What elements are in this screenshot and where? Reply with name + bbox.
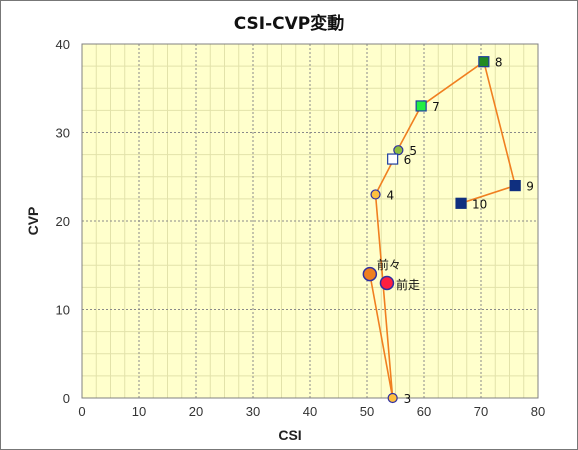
plot-border (81, 43, 539, 399)
data-point-3 (387, 392, 398, 404)
x-tick-label: 80 (531, 404, 545, 419)
point-label-6: 6 (404, 153, 412, 167)
point-label-4: 4 (387, 188, 395, 202)
data-point-前走 (379, 275, 395, 291)
x-tick-label: 60 (417, 404, 431, 419)
data-point-10 (455, 197, 467, 209)
data-point-9 (509, 180, 521, 192)
x-tick-label: 40 (303, 404, 317, 419)
point-label-前走: 前走 (396, 277, 420, 292)
chart-title: CSI-CVP変動 (233, 14, 345, 34)
y-tick-label: 10 (56, 303, 70, 318)
point-label-8: 8 (495, 56, 503, 70)
data-point-8 (478, 56, 490, 68)
point-label-10: 10 (472, 197, 487, 211)
y-tick-label: 20 (56, 214, 70, 229)
point-label-前々: 前々 (377, 257, 401, 272)
data-point-7 (415, 100, 427, 112)
data-point-4 (370, 189, 381, 200)
x-tick-label: 30 (246, 404, 260, 419)
point-label-7: 7 (432, 100, 440, 114)
data-point-前々 (362, 266, 378, 282)
x-tick-label: 20 (189, 404, 203, 419)
data-point-5 (393, 145, 404, 156)
x-tick-label: 70 (474, 404, 488, 419)
data-point-6 (387, 153, 399, 165)
point-label-5: 5 (409, 144, 417, 158)
x-tick-label: 0 (78, 404, 85, 419)
x-tick-label: 50 (360, 404, 374, 419)
y-tick-label: 30 (56, 126, 70, 141)
y-tick-label: 40 (56, 37, 70, 52)
point-label-9: 9 (526, 180, 534, 194)
y-tick-label: 0 (63, 391, 70, 406)
x-tick-label: 10 (132, 404, 146, 419)
point-label-3: 3 (404, 392, 412, 406)
x-axis-label: CSI (278, 427, 301, 443)
y-axis-label: CVP (25, 207, 41, 236)
